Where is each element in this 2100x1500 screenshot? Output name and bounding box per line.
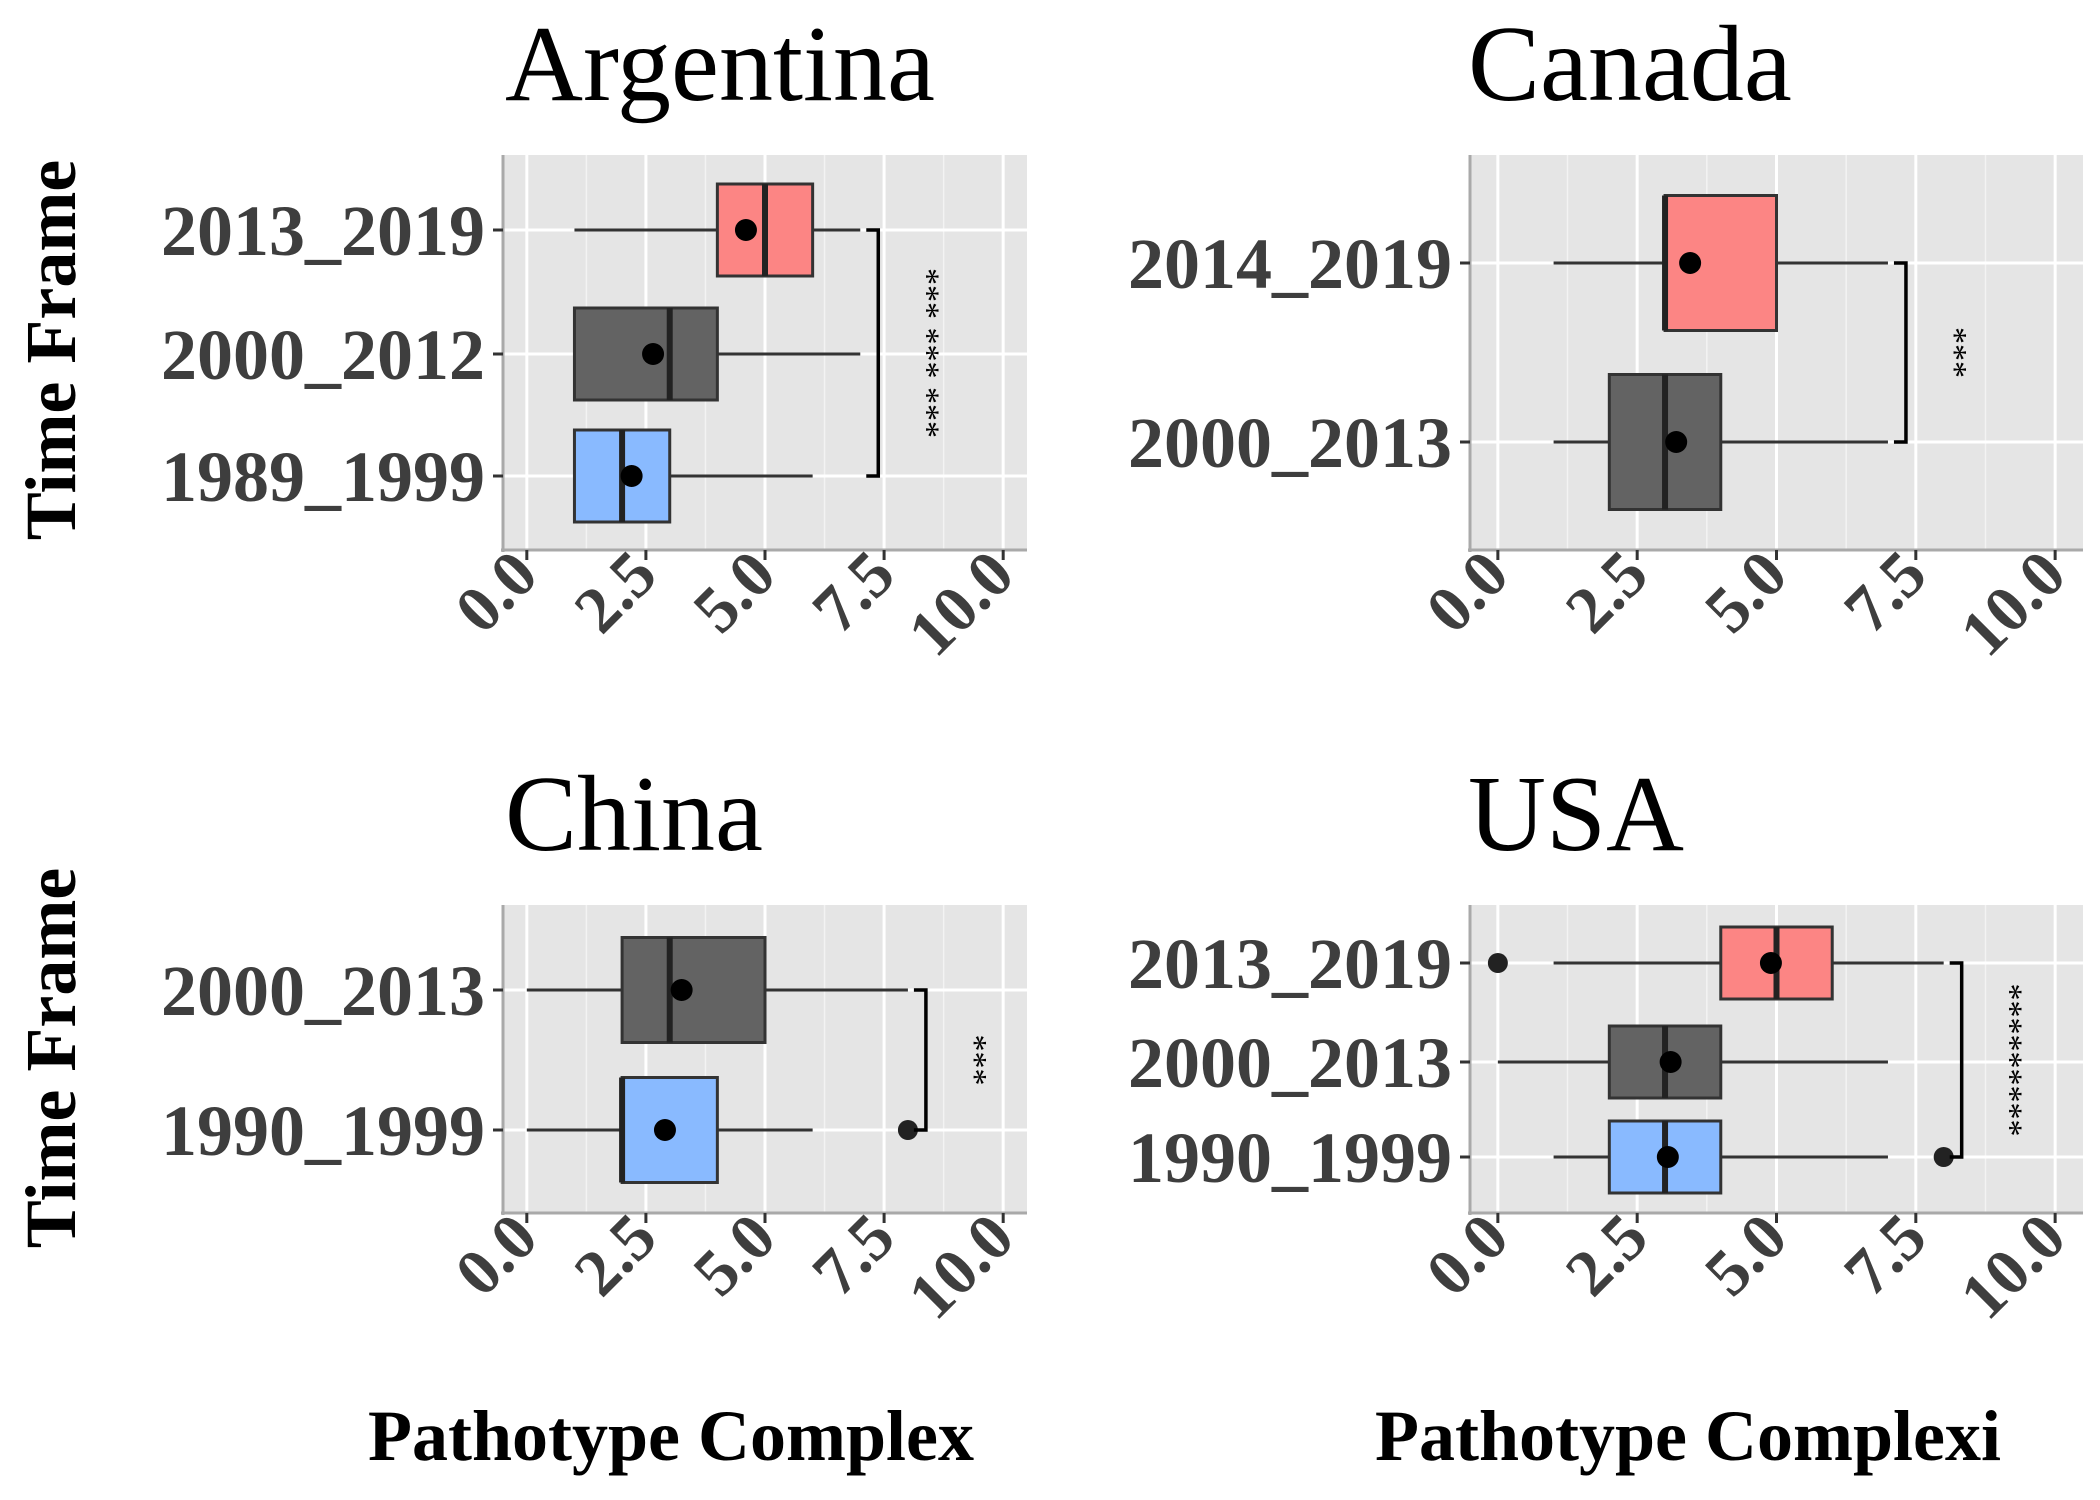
x-axis-label: Pathotype Complexi — [1375, 1396, 2001, 1476]
box-2000_2012 — [572, 306, 861, 402]
bracket-line — [1949, 961, 1964, 1159]
y-tick-label: 2000_2012 — [161, 315, 485, 395]
x-tick-label: 5.0 — [1691, 1200, 1801, 1310]
y-axis-label: Time Frame — [11, 868, 91, 1249]
y-tick-label: 1990_1999 — [161, 1091, 485, 1171]
box-2000_2013 — [1553, 373, 1888, 511]
x-tick-label: 7.5 — [799, 537, 909, 647]
outlier-point — [1487, 953, 1508, 973]
bracket-line — [913, 988, 928, 1132]
box-2013_2019 — [574, 182, 861, 278]
x-tick-label: 5.0 — [680, 1200, 790, 1310]
box-2000_2013 — [526, 936, 908, 1044]
mean-point — [670, 979, 693, 1001]
x-tick-label: 5.0 — [1691, 537, 1801, 647]
x-tick-label: 7.5 — [1830, 1200, 1940, 1310]
x-tick-label: 5.0 — [680, 537, 790, 647]
x-tick-label: 0.0 — [1413, 1200, 1523, 1310]
x-tick-label: 10.0 — [1946, 537, 2079, 670]
box-2013_2019 — [1487, 925, 1944, 1001]
significance-bracket: *** *** *** — [866, 228, 945, 478]
x-tick-label: 2.5 — [561, 537, 671, 647]
significance-label: ********* — [1992, 984, 2029, 1137]
box-iqr — [620, 936, 767, 1044]
mean-point — [642, 343, 665, 365]
x-tick-label: 0.0 — [441, 537, 551, 647]
box-1990_1999 — [526, 1076, 918, 1184]
y-tick-label: 1989_1999 — [161, 437, 485, 517]
significance-bracket: *** — [913, 988, 993, 1132]
y-tick-label: 2013_2019 — [161, 191, 485, 271]
x-tick-label: 2.5 — [1552, 1200, 1662, 1310]
mean-point — [1665, 431, 1688, 453]
box-1989_1999 — [572, 428, 813, 524]
significance-bracket: ********* — [1949, 961, 2029, 1159]
mean-point — [620, 465, 643, 487]
y-tick-label: 2000_2013 — [1128, 1023, 1452, 1103]
y-axis-label: Time Frame — [11, 160, 91, 541]
x-tick-label: 7.5 — [799, 1200, 909, 1310]
mean-point — [1759, 952, 1782, 974]
outlier-point — [1933, 1147, 1954, 1167]
box-2014_2019 — [1553, 194, 1888, 332]
significance-bracket: *** — [1893, 261, 1973, 444]
y-tick-label: 2014_2019 — [1128, 224, 1452, 304]
significance-label: *** — [1936, 327, 1973, 378]
x-axis-label: Pathotype Complex — [368, 1396, 974, 1476]
y-tick-label: 2013_2019 — [1128, 924, 1452, 1004]
y-tick-label: 1990_1999 — [1128, 1118, 1452, 1198]
box-2000_2013 — [1497, 1024, 1888, 1100]
panel-title: USA — [1468, 755, 1684, 874]
panel-title: Argentina — [505, 5, 935, 124]
x-tick-label: 10.0 — [894, 1200, 1027, 1333]
mean-point — [653, 1119, 676, 1141]
mean-point — [1679, 252, 1702, 274]
x-tick-label: 10.0 — [1946, 1200, 2079, 1333]
outlier-point — [897, 1120, 918, 1140]
significance-label: *** *** *** — [908, 268, 945, 438]
y-tick-label: 2000_2013 — [161, 951, 485, 1031]
x-tick-label: 7.5 — [1830, 537, 1940, 647]
x-tick-label: 2.5 — [561, 1200, 671, 1310]
x-tick-label: 10.0 — [894, 537, 1027, 670]
significance-label: *** — [956, 1035, 993, 1086]
x-tick-label: 0.0 — [441, 1200, 551, 1310]
bracket-line — [1893, 261, 1908, 444]
mean-point — [1659, 1051, 1682, 1073]
panel-title: Canada — [1468, 5, 1792, 124]
bracket-line — [866, 228, 881, 478]
mean-point — [1656, 1146, 1679, 1168]
panel-title: China — [505, 755, 763, 874]
y-tick-label: 2000_2013 — [1128, 403, 1452, 483]
mean-point — [734, 219, 757, 241]
x-tick-label: 2.5 — [1552, 537, 1662, 647]
x-tick-label: 0.0 — [1413, 537, 1523, 647]
box-1990_1999 — [1553, 1119, 1954, 1195]
